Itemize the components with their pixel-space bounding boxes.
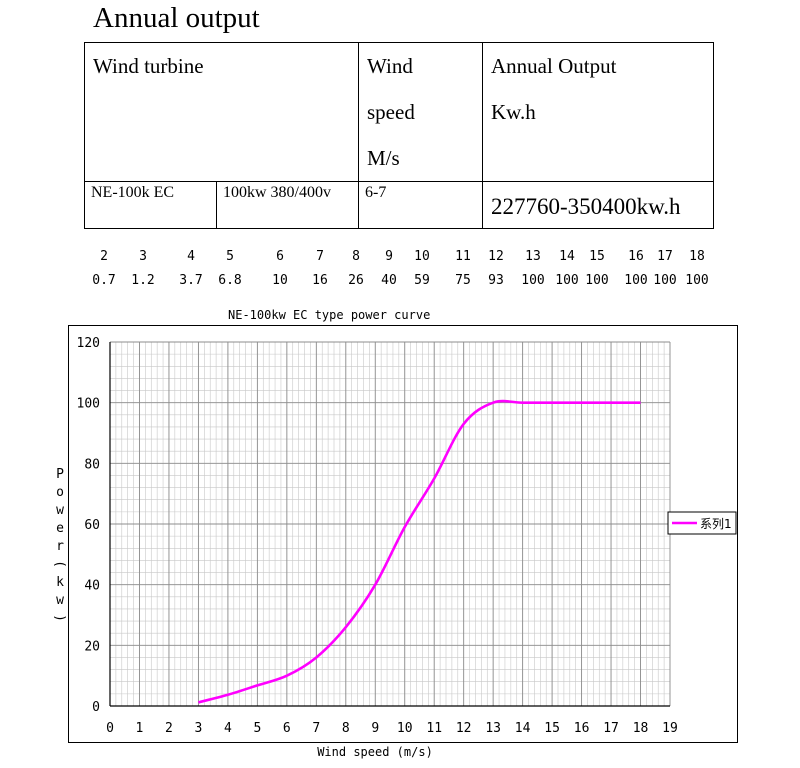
x-tick-label: 4 <box>224 721 232 736</box>
cell-model: NE-100k EC <box>84 181 217 229</box>
speed-value: 2 <box>100 249 108 264</box>
series-line <box>198 399 641 704</box>
x-tick-label: 9 <box>371 721 379 736</box>
legend-label: 系列1 <box>700 517 732 531</box>
x-tick-label: 2 <box>165 721 173 736</box>
speed-value: 10 <box>414 249 430 264</box>
speed-value: 17 <box>657 249 673 264</box>
header-wind-speed-line-1: Wind <box>367 54 413 78</box>
power-value: 75 <box>455 273 471 288</box>
header-wind-speed-line-3: M/s <box>367 146 400 170</box>
power-value: 6.8 <box>218 273 242 288</box>
power-value: 100 <box>555 273 579 288</box>
power-value: 100 <box>685 273 709 288</box>
x-axis-label: Wind speed (m/s) <box>317 745 433 759</box>
y-axis-label-char: r <box>56 539 64 554</box>
y-tick-label: 120 <box>77 336 100 351</box>
x-tick-label: 7 <box>312 721 320 736</box>
header-wind-turbine: Wind turbine <box>84 42 359 182</box>
speed-value: 12 <box>488 249 504 264</box>
power-value: 1.2 <box>131 273 155 288</box>
cell-wind-speed: 6-7 <box>358 181 483 229</box>
x-tick-label: 5 <box>253 721 261 736</box>
x-tick-label: 15 <box>544 721 560 736</box>
speed-value: 4 <box>187 249 195 264</box>
cell-rating: 100kw 380/400v <box>215 181 360 229</box>
power-value: 59 <box>414 273 430 288</box>
y-axis-label-char: w <box>56 503 64 518</box>
speed-value: 15 <box>589 249 605 264</box>
y-axis-label-char: o <box>56 485 64 500</box>
y-axis-label-char: w <box>56 593 64 608</box>
power-value: 100 <box>585 273 609 288</box>
power-value: 16 <box>312 273 328 288</box>
x-tick-label: 12 <box>456 721 472 736</box>
legend-box <box>667 511 737 535</box>
speed-value: 13 <box>525 249 541 264</box>
y-axis-label-char: ) <box>52 614 67 622</box>
x-tick-label: 13 <box>485 721 501 736</box>
x-tick-label: 3 <box>195 721 203 736</box>
y-tick-label: 100 <box>77 397 100 412</box>
power-value: 100 <box>624 273 648 288</box>
y-tick-label: 20 <box>84 639 100 654</box>
power-value: 3.7 <box>179 273 203 288</box>
x-tick-label: 18 <box>633 721 649 736</box>
power-value: 93 <box>488 273 504 288</box>
power-value: 100 <box>653 273 677 288</box>
speed-value: 5 <box>226 249 234 264</box>
header-wind-speed-line-2: speed <box>367 100 415 124</box>
page-title: Annual output <box>93 2 260 34</box>
chart-title: NE-100kw EC type power curve <box>228 308 431 322</box>
x-tick-label: 14 <box>515 721 531 736</box>
x-tick-label: 1 <box>136 721 144 736</box>
x-tick-label: 17 <box>603 721 619 736</box>
speed-value: 14 <box>559 249 575 264</box>
x-tick-label: 19 <box>662 721 678 736</box>
x-tick-label: 16 <box>574 721 590 736</box>
header-annual-output-line-1: Annual Output <box>491 54 617 78</box>
y-tick-label: 60 <box>84 518 100 533</box>
speed-value: 11 <box>455 249 471 264</box>
header-wind-turbine-label: Wind turbine <box>93 54 204 78</box>
speed-value: 7 <box>316 249 324 264</box>
x-tick-label: 6 <box>283 721 291 736</box>
y-axis-label-char: k <box>56 575 64 590</box>
cell-annual-output: 227760-350400kw.h <box>482 181 714 229</box>
y-tick-label: 40 <box>84 579 100 594</box>
power-value: 40 <box>381 273 397 288</box>
speed-value: 6 <box>276 249 284 264</box>
x-tick-label: 10 <box>397 721 413 736</box>
power-value: 26 <box>348 273 364 288</box>
power-value: 10 <box>272 273 288 288</box>
speed-value: 8 <box>352 249 360 264</box>
power-value: 0.7 <box>92 273 116 288</box>
speed-value: 18 <box>689 249 705 264</box>
header-annual-output-line-2: Kw.h <box>491 100 536 124</box>
y-axis-label-char: e <box>56 521 64 536</box>
x-tick-label: 8 <box>342 721 350 736</box>
spec-table: Wind turbine Wind speed M/s Annual Outpu… <box>84 42 714 229</box>
speed-value: 9 <box>385 249 393 264</box>
y-tick-label: 80 <box>84 457 100 472</box>
chart-frame <box>68 325 738 743</box>
speed-value: 16 <box>628 249 644 264</box>
speed-value: 3 <box>139 249 147 264</box>
power-value: 100 <box>521 273 545 288</box>
x-tick-label: 11 <box>426 721 442 736</box>
x-tick-label: 0 <box>106 721 114 736</box>
y-tick-label: 0 <box>92 700 100 715</box>
y-axis-label-char: P <box>56 467 64 482</box>
y-axis-label-char: ( <box>52 560 67 568</box>
